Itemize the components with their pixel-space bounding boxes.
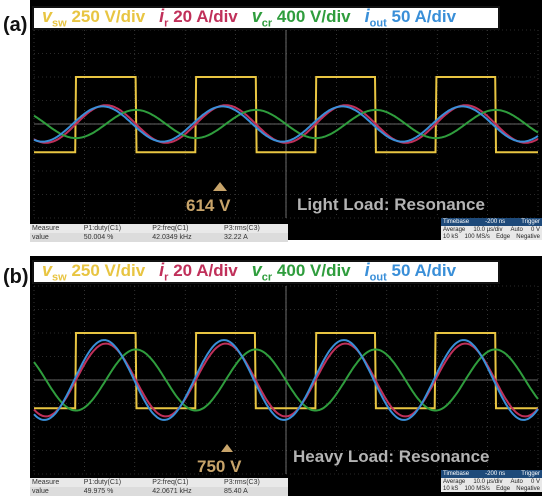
- legend-iout: iout 50 A/div: [364, 260, 457, 284]
- timebase-cell: 0 V: [530, 226, 540, 233]
- timebase-title: Timebase: [443, 471, 470, 477]
- measure-header: Measure: [32, 225, 60, 232]
- trace-vsw: [34, 332, 538, 410]
- legend-ir: ir 20 A/div: [159, 6, 238, 30]
- timebase-cell: 0 V: [530, 478, 540, 485]
- timebase-title: Timebase: [443, 219, 470, 225]
- timebase-cell: Auto: [510, 226, 523, 233]
- panel-a: vsw 250 V/div ir 20 A/div vcr 400 V/div …: [0, 0, 550, 250]
- annotation-b: 750 V: [197, 457, 242, 476]
- trace-vcr: [33, 108, 539, 140]
- measure-value: 32.22 A: [222, 233, 288, 242]
- timebase-cell: 10.0 µs/div: [473, 478, 503, 485]
- measure-table-a: Measure P1:duty(C1) P2:freq(C1) P3:rms(C…: [30, 224, 288, 242]
- legend-a: vsw 250 V/div ir 20 A/div vcr 400 V/div …: [32, 6, 500, 30]
- load-text-b: Heavy Load: Resonance: [293, 447, 490, 466]
- timebase-cell: Average: [443, 478, 466, 485]
- measure-header: P1:duty(C1): [83, 479, 122, 486]
- trigger-title: Trigger: [521, 219, 540, 225]
- measure-value: value: [30, 233, 82, 242]
- measure-header: P2:freq(C1): [152, 225, 189, 232]
- panel-b: vsw 250 V/div ir 20 A/div vcr 400 V/div …: [0, 256, 550, 502]
- trigger-title: Trigger: [521, 471, 540, 477]
- timebase-cell: Edge: [496, 233, 511, 240]
- measure-value: 42.0671 kHz: [150, 487, 223, 496]
- trace-vcr: [33, 348, 539, 412]
- load-text-a: Light Load: Resonance: [297, 195, 485, 214]
- measure-header: P3:rms(C3): [224, 225, 260, 232]
- measure-header: Measure: [32, 479, 60, 486]
- measure-table-b: Measure P1:duty(C1) P2:freq(C1) P3:rms(C…: [30, 478, 288, 496]
- legend-vcr: vcr 400 V/div: [251, 6, 351, 30]
- timebase-cell: Negative: [516, 233, 540, 240]
- arrow-up-icon: [221, 444, 233, 452]
- legend-vcr: vcr 400 V/div: [251, 260, 351, 284]
- timebase-cell: 100 MS/s: [464, 485, 490, 492]
- measure-value: value: [30, 487, 82, 496]
- timebase-cell: 10.0 µs/div: [473, 226, 503, 233]
- timebase-cell: Auto: [510, 478, 523, 485]
- scope-plot-a: [33, 29, 539, 219]
- scope-plot-b: [33, 285, 539, 475]
- legend-vsw: vsw 250 V/div: [42, 260, 146, 284]
- timebase-cell: 100 MS/s: [464, 233, 490, 240]
- legend-ir: ir 20 A/div: [159, 260, 238, 284]
- scope-screen-a: [30, 0, 542, 240]
- annotation-a: 614 V: [186, 196, 231, 215]
- panel-label-a: (a): [3, 14, 28, 36]
- measure-header: P2:freq(C1): [152, 479, 189, 486]
- measure-header: P1:duty(C1): [83, 225, 122, 232]
- arrow-up-icon: [213, 182, 227, 191]
- measure-value: 50.004 %: [81, 233, 151, 242]
- timebase-box-a: Timebase -200 ns Trigger Average 10.0 µs…: [441, 218, 542, 240]
- measure-value: 85.40 A: [222, 487, 288, 496]
- timebase-offset: -200 ns: [485, 471, 506, 477]
- trace-vsw: [34, 76, 538, 154]
- measure-value: 49.975 %: [81, 487, 151, 496]
- scope-screen-b: [30, 256, 542, 496]
- timebase-cell: Average: [443, 226, 466, 233]
- legend-iout: iout 50 A/div: [364, 6, 457, 30]
- timebase-cell: 10 kS: [443, 485, 459, 492]
- legend-b: vsw 250 V/div ir 20 A/div vcr 400 V/div …: [32, 260, 500, 284]
- measure-value: 42.0349 kHz: [150, 233, 223, 242]
- timebase-offset: -200 ns: [485, 219, 506, 225]
- trace-iout: [33, 105, 539, 143]
- timebase-cell: 10 kS: [443, 233, 459, 240]
- timebase-cell: Negative: [516, 485, 540, 492]
- legend-vsw: vsw 250 V/div: [42, 6, 146, 30]
- timebase-cell: Edge: [496, 485, 511, 492]
- timebase-box-b: Timebase -200 ns Trigger Average 10.0 µs…: [441, 470, 542, 492]
- panel-label-b: (b): [3, 266, 29, 288]
- measure-header: P3:rms(C3): [224, 479, 260, 486]
- trace-iout: [33, 339, 539, 421]
